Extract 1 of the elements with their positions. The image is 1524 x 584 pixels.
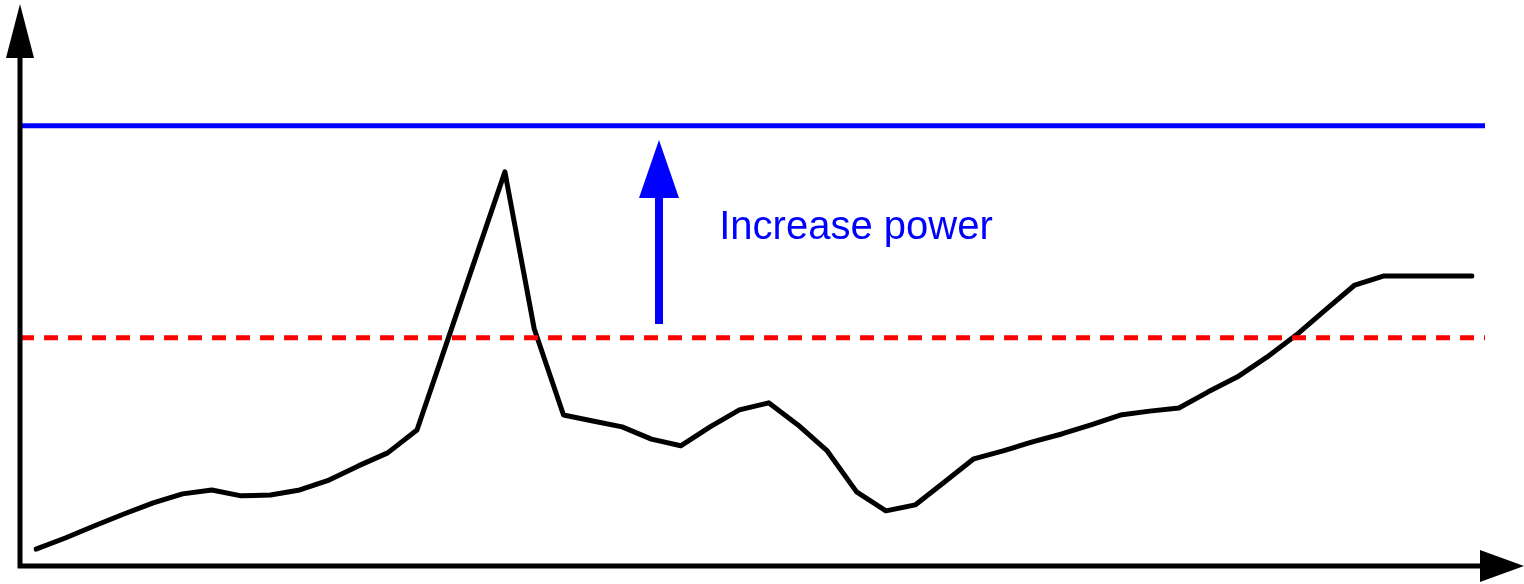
annotation: Increase power	[719, 203, 993, 248]
